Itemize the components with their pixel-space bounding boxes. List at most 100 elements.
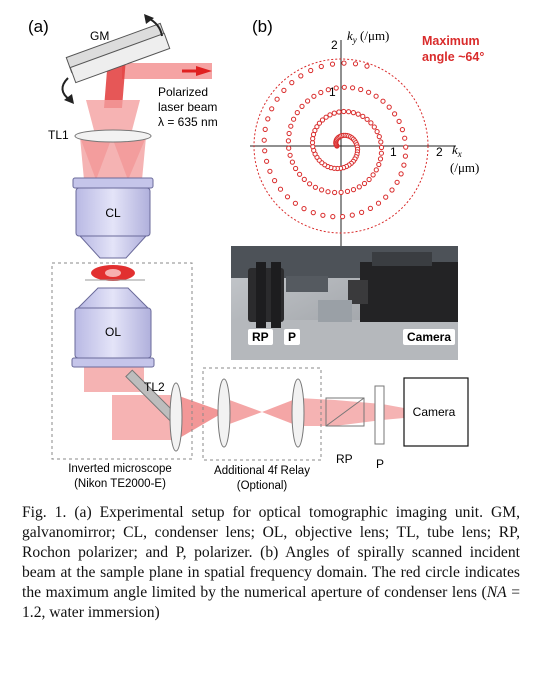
figure-canvas: (a) GM Polarize [28, 14, 484, 492]
spiral-point [350, 187, 357, 193]
spiral-points [261, 60, 409, 220]
ky-label: k [347, 28, 353, 43]
spiral-point [325, 189, 331, 195]
spiral-point [364, 63, 370, 69]
spiral-point [333, 85, 339, 91]
spiral-point [338, 189, 344, 195]
spiral-point [377, 156, 384, 162]
spiral-point [403, 144, 409, 150]
spiral-point [336, 109, 342, 115]
galvanomirror [65, 22, 171, 84]
spiral-point [262, 126, 268, 132]
relay-box [202, 367, 322, 461]
spiral-point [375, 200, 382, 206]
spiral-point [344, 188, 351, 194]
spiral-point [350, 110, 356, 116]
spiral-point [356, 184, 362, 190]
spiral-point [264, 158, 270, 164]
spiral-point [359, 209, 365, 215]
photo-camera-label: Camera [403, 329, 456, 345]
tick-kx-2: 2 [436, 145, 443, 159]
ky-unit: (/μm) [357, 28, 390, 43]
spiral-point [312, 184, 318, 190]
spiral-point [370, 172, 376, 178]
spiral-point [272, 178, 278, 184]
tl1-lens [74, 129, 152, 143]
kx-subscript: x [457, 149, 462, 159]
relay-lens-1 [217, 378, 231, 448]
caption-text: (a) Experimental setup for optical tomog… [22, 504, 520, 601]
spiral-point [311, 93, 317, 99]
camera-box [403, 377, 469, 447]
spiral-point [287, 152, 293, 158]
spiral-point [402, 135, 408, 141]
spiral-point [318, 89, 324, 96]
p-label: P [376, 457, 384, 471]
laser-beam-path [80, 58, 404, 440]
spiral-point [325, 87, 331, 93]
spiral-point [392, 111, 398, 117]
tl2-lens [169, 382, 183, 452]
spiral-point [316, 120, 322, 126]
spiral-point [373, 93, 379, 99]
spiral-point [262, 148, 268, 154]
spiral-point [349, 212, 355, 218]
spiral-point [310, 210, 316, 216]
photo-rp-label: RP [248, 329, 273, 345]
spiral-point [350, 85, 356, 91]
tl2-label: TL2 [144, 380, 165, 394]
max-angle-circle [253, 58, 429, 234]
gm-label: GM [90, 29, 109, 43]
tick-ky-1: 1 [329, 85, 336, 99]
spiral-point [366, 89, 372, 95]
spiral-point [389, 187, 395, 193]
spiral-point [327, 112, 333, 118]
spiral-point [319, 187, 325, 193]
spiral-point [340, 214, 346, 220]
spiral-point [318, 63, 324, 70]
spiral-point [352, 61, 359, 67]
spiral-point [366, 176, 372, 183]
spiral-point [308, 67, 314, 74]
spiral-point [374, 129, 380, 135]
spiral-point [289, 159, 295, 165]
microscope-caption-2: (Nikon TE2000-E) [74, 478, 166, 490]
spiral-point [289, 80, 295, 86]
spiral-point [265, 116, 271, 122]
max-angle-label-2: angle ~64° [422, 50, 484, 64]
spiral-point [277, 186, 284, 192]
spiral-point [320, 212, 326, 218]
spiral-point [401, 162, 407, 168]
spiral-point [358, 86, 364, 93]
spiral-point [267, 168, 273, 174]
spiral-point [286, 130, 292, 137]
rochon-polarizer [325, 397, 365, 427]
spiral-point [329, 61, 336, 67]
spiral-point [361, 180, 368, 187]
microscope-caption-1: Inverted microscope [68, 463, 172, 475]
cl-label: CL [105, 206, 121, 220]
spiral-point [291, 116, 297, 122]
spiral-point [399, 127, 405, 133]
spiral-plot [250, 40, 456, 246]
spiral-point [285, 138, 291, 144]
tick-ky-2: 2 [331, 38, 338, 52]
spiral-point [261, 137, 267, 143]
spiral-point [319, 117, 326, 123]
ky-subscript: y [352, 35, 357, 45]
spiral-point [378, 144, 385, 151]
relay-caption-1: Additional 4f Relay [214, 465, 310, 477]
spiral-point [288, 123, 294, 129]
spiral-point [332, 189, 338, 196]
rp-label: RP [336, 452, 353, 466]
spiral-point [292, 200, 298, 206]
spiral-point [298, 73, 304, 79]
spiral-point [386, 104, 392, 110]
tl1-label: TL1 [48, 128, 69, 142]
relay-lens-2 [291, 378, 305, 448]
spiral-point [305, 98, 311, 104]
spiral-point [380, 98, 386, 104]
kx-axis-label: kx [452, 142, 462, 159]
spiral-point [368, 120, 374, 126]
tick-kx-1: 1 [390, 145, 397, 159]
